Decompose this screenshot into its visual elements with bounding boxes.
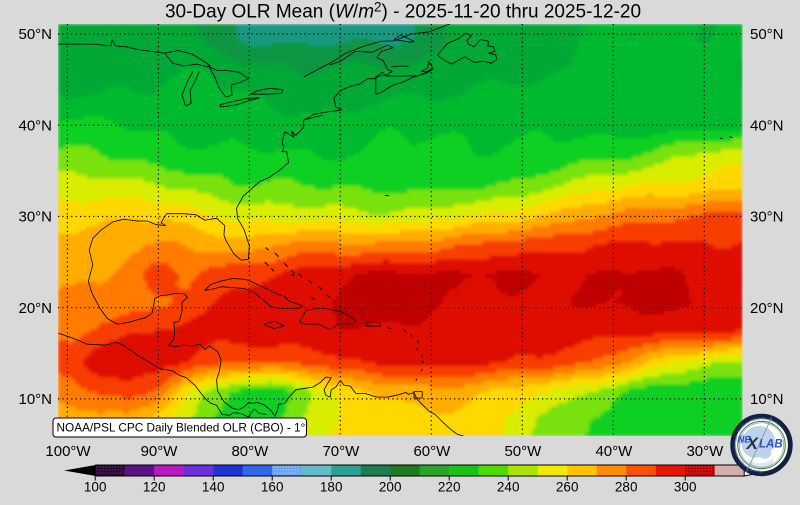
svg-text:220: 220 (438, 480, 461, 495)
svg-text:40°W: 40°W (595, 443, 633, 460)
svg-text:30-Day OLR Mean (W/m2) - 2025-: 30-Day OLR Mean (W/m2) - 2025-11-20 thru… (165, 0, 641, 23)
svg-text:NE: NE (738, 435, 752, 446)
svg-text:X: X (746, 434, 760, 453)
svg-text:120: 120 (143, 480, 166, 495)
svg-text:NOAA/PSL CPC Daily Blended OLR: NOAA/PSL CPC Daily Blended OLR (CBO) - 1… (57, 421, 306, 435)
svg-text:10°N: 10°N (750, 391, 784, 408)
svg-text:LAB: LAB (759, 439, 783, 451)
svg-text:40°N: 40°N (18, 117, 52, 134)
svg-text:260: 260 (556, 480, 579, 495)
svg-text:40°N: 40°N (750, 117, 784, 134)
svg-text:30°N: 30°N (18, 209, 52, 226)
svg-text:100: 100 (84, 480, 107, 495)
svg-text:140: 140 (202, 480, 225, 495)
svg-text:80°W: 80°W (231, 443, 269, 460)
svg-text:50°N: 50°N (750, 26, 784, 43)
svg-text:50°N: 50°N (18, 26, 52, 43)
svg-text:200: 200 (379, 480, 402, 495)
svg-text:280: 280 (615, 480, 638, 495)
svg-text:30°W: 30°W (686, 443, 724, 460)
svg-text:60°W: 60°W (413, 443, 451, 460)
svg-text:30°N: 30°N (750, 209, 784, 226)
svg-text:90°W: 90°W (141, 443, 179, 460)
svg-text:300: 300 (674, 480, 697, 495)
svg-text:10°N: 10°N (18, 391, 52, 408)
svg-text:100°W: 100°W (45, 443, 91, 460)
svg-text:50°W: 50°W (504, 443, 542, 460)
svg-text:160: 160 (261, 480, 284, 495)
svg-text:70°W: 70°W (322, 443, 360, 460)
svg-text:240: 240 (497, 480, 520, 495)
svg-text:20°N: 20°N (18, 300, 52, 317)
svg-text:20°N: 20°N (750, 300, 784, 317)
svg-text:180: 180 (320, 480, 343, 495)
